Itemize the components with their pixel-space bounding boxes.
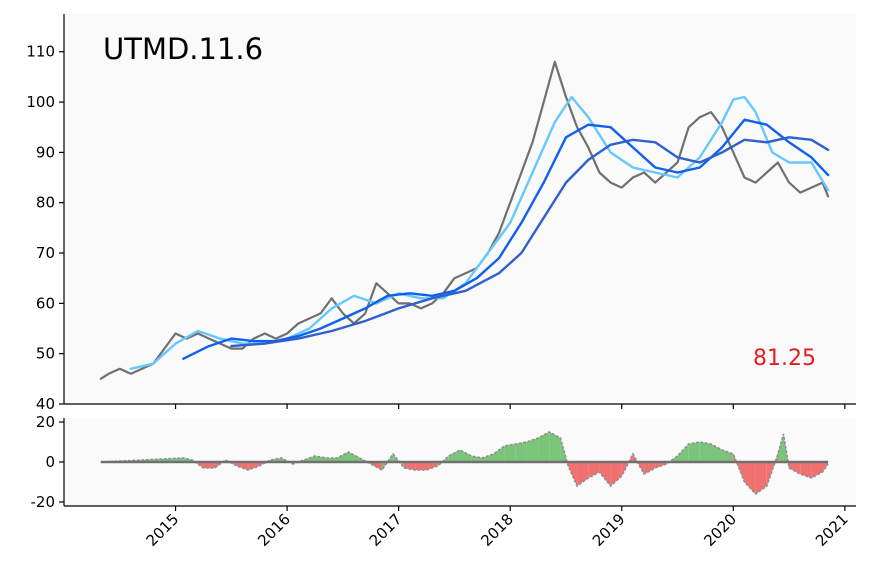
- oscillator-positive-area: [777, 434, 784, 462]
- oscillator-positive-area: [504, 444, 516, 462]
- y-tick-label: 100: [26, 93, 55, 111]
- oscillator-positive-area: [699, 442, 711, 462]
- oscillator-positive-area: [482, 454, 494, 462]
- oscillator-negative-area: [236, 462, 249, 470]
- main-x-ticks: [174, 404, 846, 409]
- oscillator-y-tick-label: 20: [36, 413, 55, 431]
- oscillator-positive-area: [560, 438, 569, 466]
- last-value-label: 81.25: [753, 346, 816, 371]
- oscillator-positive-area: [549, 432, 561, 462]
- y-tick-label: 60: [36, 294, 55, 312]
- oscillator-positive-area: [677, 444, 689, 462]
- main-plot-background: [64, 14, 856, 404]
- oscillator-negative-area: [610, 462, 622, 486]
- oscillator-line: [100, 431, 829, 496]
- slow-ma-line: [230, 136, 830, 348]
- oscillator-positive-area: [493, 446, 505, 462]
- oscillator-negative-area: [655, 462, 667, 468]
- oscillator-negative-area: [599, 462, 611, 486]
- oscillator-positive-area: [448, 450, 460, 462]
- x-tick-label: 2017: [366, 510, 406, 550]
- main-panel: 40 50 60 70 80 90 100 110 UTMD.11.6 81.25: [26, 14, 856, 413]
- oscillator-negative-area: [248, 462, 260, 470]
- oscillator-negative-area: [755, 462, 767, 494]
- y-tick-label: 70: [36, 244, 55, 262]
- mid-ma-line: [182, 118, 830, 360]
- chart-title: UTMD.11.6: [103, 32, 263, 66]
- oscillator-negative-area: [744, 462, 756, 494]
- oscillator-y-tick-label: 0: [45, 453, 55, 471]
- oscillator-positive-area: [348, 452, 360, 462]
- main-series-group: [99, 60, 830, 380]
- oscillator-series-group: [100, 431, 829, 496]
- oscillator-negative-area: [426, 462, 438, 470]
- oscillator-positive-area: [515, 442, 527, 462]
- oscillator-y-ticks: -20 0 20: [31, 413, 64, 511]
- main-y-ticks: 40 50 60 70 80 90 100 110: [26, 43, 64, 413]
- oscillator-positive-area: [315, 456, 327, 462]
- y-tick-label: 40: [36, 395, 55, 413]
- y-tick-label: 90: [36, 143, 55, 161]
- oscillator-positive-area: [337, 452, 349, 462]
- oscillator-x-ticks: 2015 2016 2017 2018 2019 2020 2021: [143, 506, 852, 550]
- x-tick-label: 2016: [254, 510, 294, 550]
- oscillator-positive-area: [538, 432, 550, 462]
- oscillator-positive-area: [460, 450, 472, 462]
- x-tick-label: 2018: [477, 510, 517, 550]
- x-tick-label: 2020: [700, 510, 740, 550]
- oscillator-negative-area: [588, 462, 600, 478]
- x-tick-label: 2015: [143, 510, 183, 550]
- oscillator-negative-area: [415, 462, 427, 470]
- oscillator-y-tick-label: -20: [31, 493, 56, 511]
- oscillator-positive-area: [526, 438, 539, 462]
- oscillator-negative-area: [800, 462, 812, 478]
- oscillator-negative-area: [789, 462, 801, 474]
- y-tick-label: 50: [36, 345, 55, 363]
- y-tick-label: 110: [26, 43, 55, 61]
- price-line: [99, 60, 830, 380]
- oscillator-positive-area: [303, 456, 315, 462]
- oscillator-negative-area: [811, 462, 823, 478]
- y-tick-label: 80: [36, 194, 55, 212]
- oscillator-negative-area: [577, 462, 589, 486]
- oscillator-positive-area: [688, 442, 700, 462]
- x-tick-label: 2021: [812, 510, 852, 550]
- oscillator-panel: -20 0 20 2015 2016 2017 2018 2019 2020 2021: [31, 413, 856, 550]
- x-tick-label: 2019: [589, 510, 629, 550]
- oscillator-negative-area: [370, 462, 382, 470]
- oscillator-negative-area: [203, 462, 215, 468]
- oscillator-positive-area: [722, 450, 734, 462]
- oscillator-negative-area: [644, 462, 656, 474]
